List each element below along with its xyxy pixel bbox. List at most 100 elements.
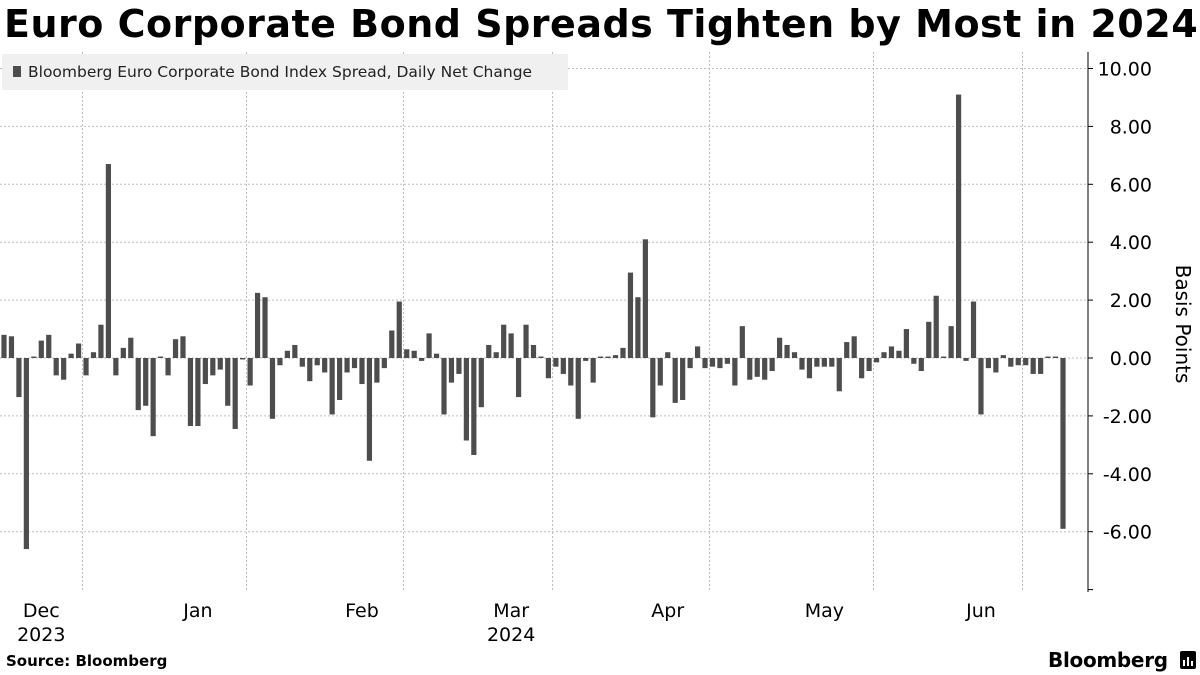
bar xyxy=(441,358,447,415)
bar xyxy=(650,358,656,418)
y-tick-label: -4.00 xyxy=(1103,464,1152,486)
y-tick-label: 4.00 xyxy=(1110,232,1152,254)
bar xyxy=(970,301,977,358)
bar xyxy=(747,358,753,380)
bar xyxy=(284,350,290,358)
bar xyxy=(217,358,223,370)
source-note: Source: Bloomberg xyxy=(6,652,168,670)
y-tick-label: 6.00 xyxy=(1110,174,1152,196)
bar xyxy=(314,358,320,366)
bar xyxy=(933,295,939,358)
bar xyxy=(16,358,22,398)
y-tick-label: 0.00 xyxy=(1110,348,1152,370)
bar xyxy=(530,344,537,358)
bar xyxy=(337,358,343,400)
bar xyxy=(657,358,663,386)
bar xyxy=(195,358,201,427)
bar xyxy=(881,352,887,358)
bar xyxy=(918,358,924,372)
bar xyxy=(694,346,701,358)
x-tick-label: Jun xyxy=(965,600,996,622)
x-tick-sublabel: 2024 xyxy=(487,624,535,646)
bar xyxy=(754,358,760,377)
chart-legend: Bloomberg Euro Corporate Bond Index Spre… xyxy=(2,54,568,90)
y-tick-label: 2.00 xyxy=(1110,290,1152,312)
bar xyxy=(627,272,634,358)
y-axis-label: Basis Points xyxy=(1171,264,1195,384)
bar xyxy=(941,356,947,358)
legend-swatch xyxy=(13,66,21,77)
bar xyxy=(232,358,238,429)
bar xyxy=(426,333,432,358)
bar xyxy=(23,358,29,550)
bar xyxy=(583,358,589,361)
bar xyxy=(791,352,798,358)
bar xyxy=(471,358,477,455)
bar xyxy=(978,358,984,415)
bar xyxy=(501,324,507,358)
y-tick-label: 8.00 xyxy=(1110,116,1152,138)
bar xyxy=(814,358,820,367)
bar xyxy=(90,352,97,358)
bar xyxy=(926,321,932,358)
bar xyxy=(322,358,328,373)
bar xyxy=(769,358,775,372)
bar xyxy=(247,358,253,386)
bar xyxy=(120,347,126,358)
bar xyxy=(46,334,52,358)
bar xyxy=(903,329,909,358)
bar xyxy=(38,340,44,358)
bar xyxy=(709,358,716,367)
bar xyxy=(172,339,179,358)
bar xyxy=(351,358,358,369)
bar xyxy=(724,358,730,364)
bar xyxy=(739,326,745,358)
grid-lines xyxy=(0,68,1088,533)
x-tick-label: Mar xyxy=(493,600,529,622)
bar xyxy=(732,358,738,386)
bar xyxy=(478,358,484,408)
bar xyxy=(396,301,402,358)
bar xyxy=(545,358,552,379)
bar xyxy=(105,164,112,358)
bar xyxy=(672,358,678,403)
bar xyxy=(955,94,962,358)
bar xyxy=(202,358,208,385)
bar xyxy=(374,358,380,383)
bar xyxy=(635,297,641,358)
bar xyxy=(612,355,619,359)
bar xyxy=(799,358,805,370)
x-tick-label: Jan xyxy=(182,600,212,622)
bar xyxy=(389,330,395,358)
bar xyxy=(605,356,611,358)
bar xyxy=(419,358,425,361)
y-tick-label: -6.00 xyxy=(1103,522,1152,544)
bar xyxy=(68,353,74,358)
bar xyxy=(948,326,954,358)
month-separators xyxy=(82,52,1023,592)
y-tick-label: 10.00 xyxy=(1098,59,1152,81)
bar xyxy=(61,358,67,380)
bar xyxy=(806,358,813,379)
bar xyxy=(299,358,305,367)
x-tick-label: Apr xyxy=(651,600,684,622)
bar xyxy=(553,358,559,367)
bar xyxy=(1052,356,1059,358)
bar xyxy=(620,347,626,358)
bar xyxy=(53,358,59,376)
bar xyxy=(187,358,194,427)
bar xyxy=(896,350,902,358)
bar xyxy=(180,336,186,358)
bar xyxy=(1038,358,1044,374)
bar xyxy=(829,358,835,367)
bar xyxy=(240,358,246,360)
bar xyxy=(307,358,313,382)
bar xyxy=(31,356,37,358)
bar xyxy=(515,358,522,398)
bar xyxy=(702,358,708,369)
bar xyxy=(359,358,365,385)
bar xyxy=(784,344,790,358)
bar xyxy=(598,356,604,358)
